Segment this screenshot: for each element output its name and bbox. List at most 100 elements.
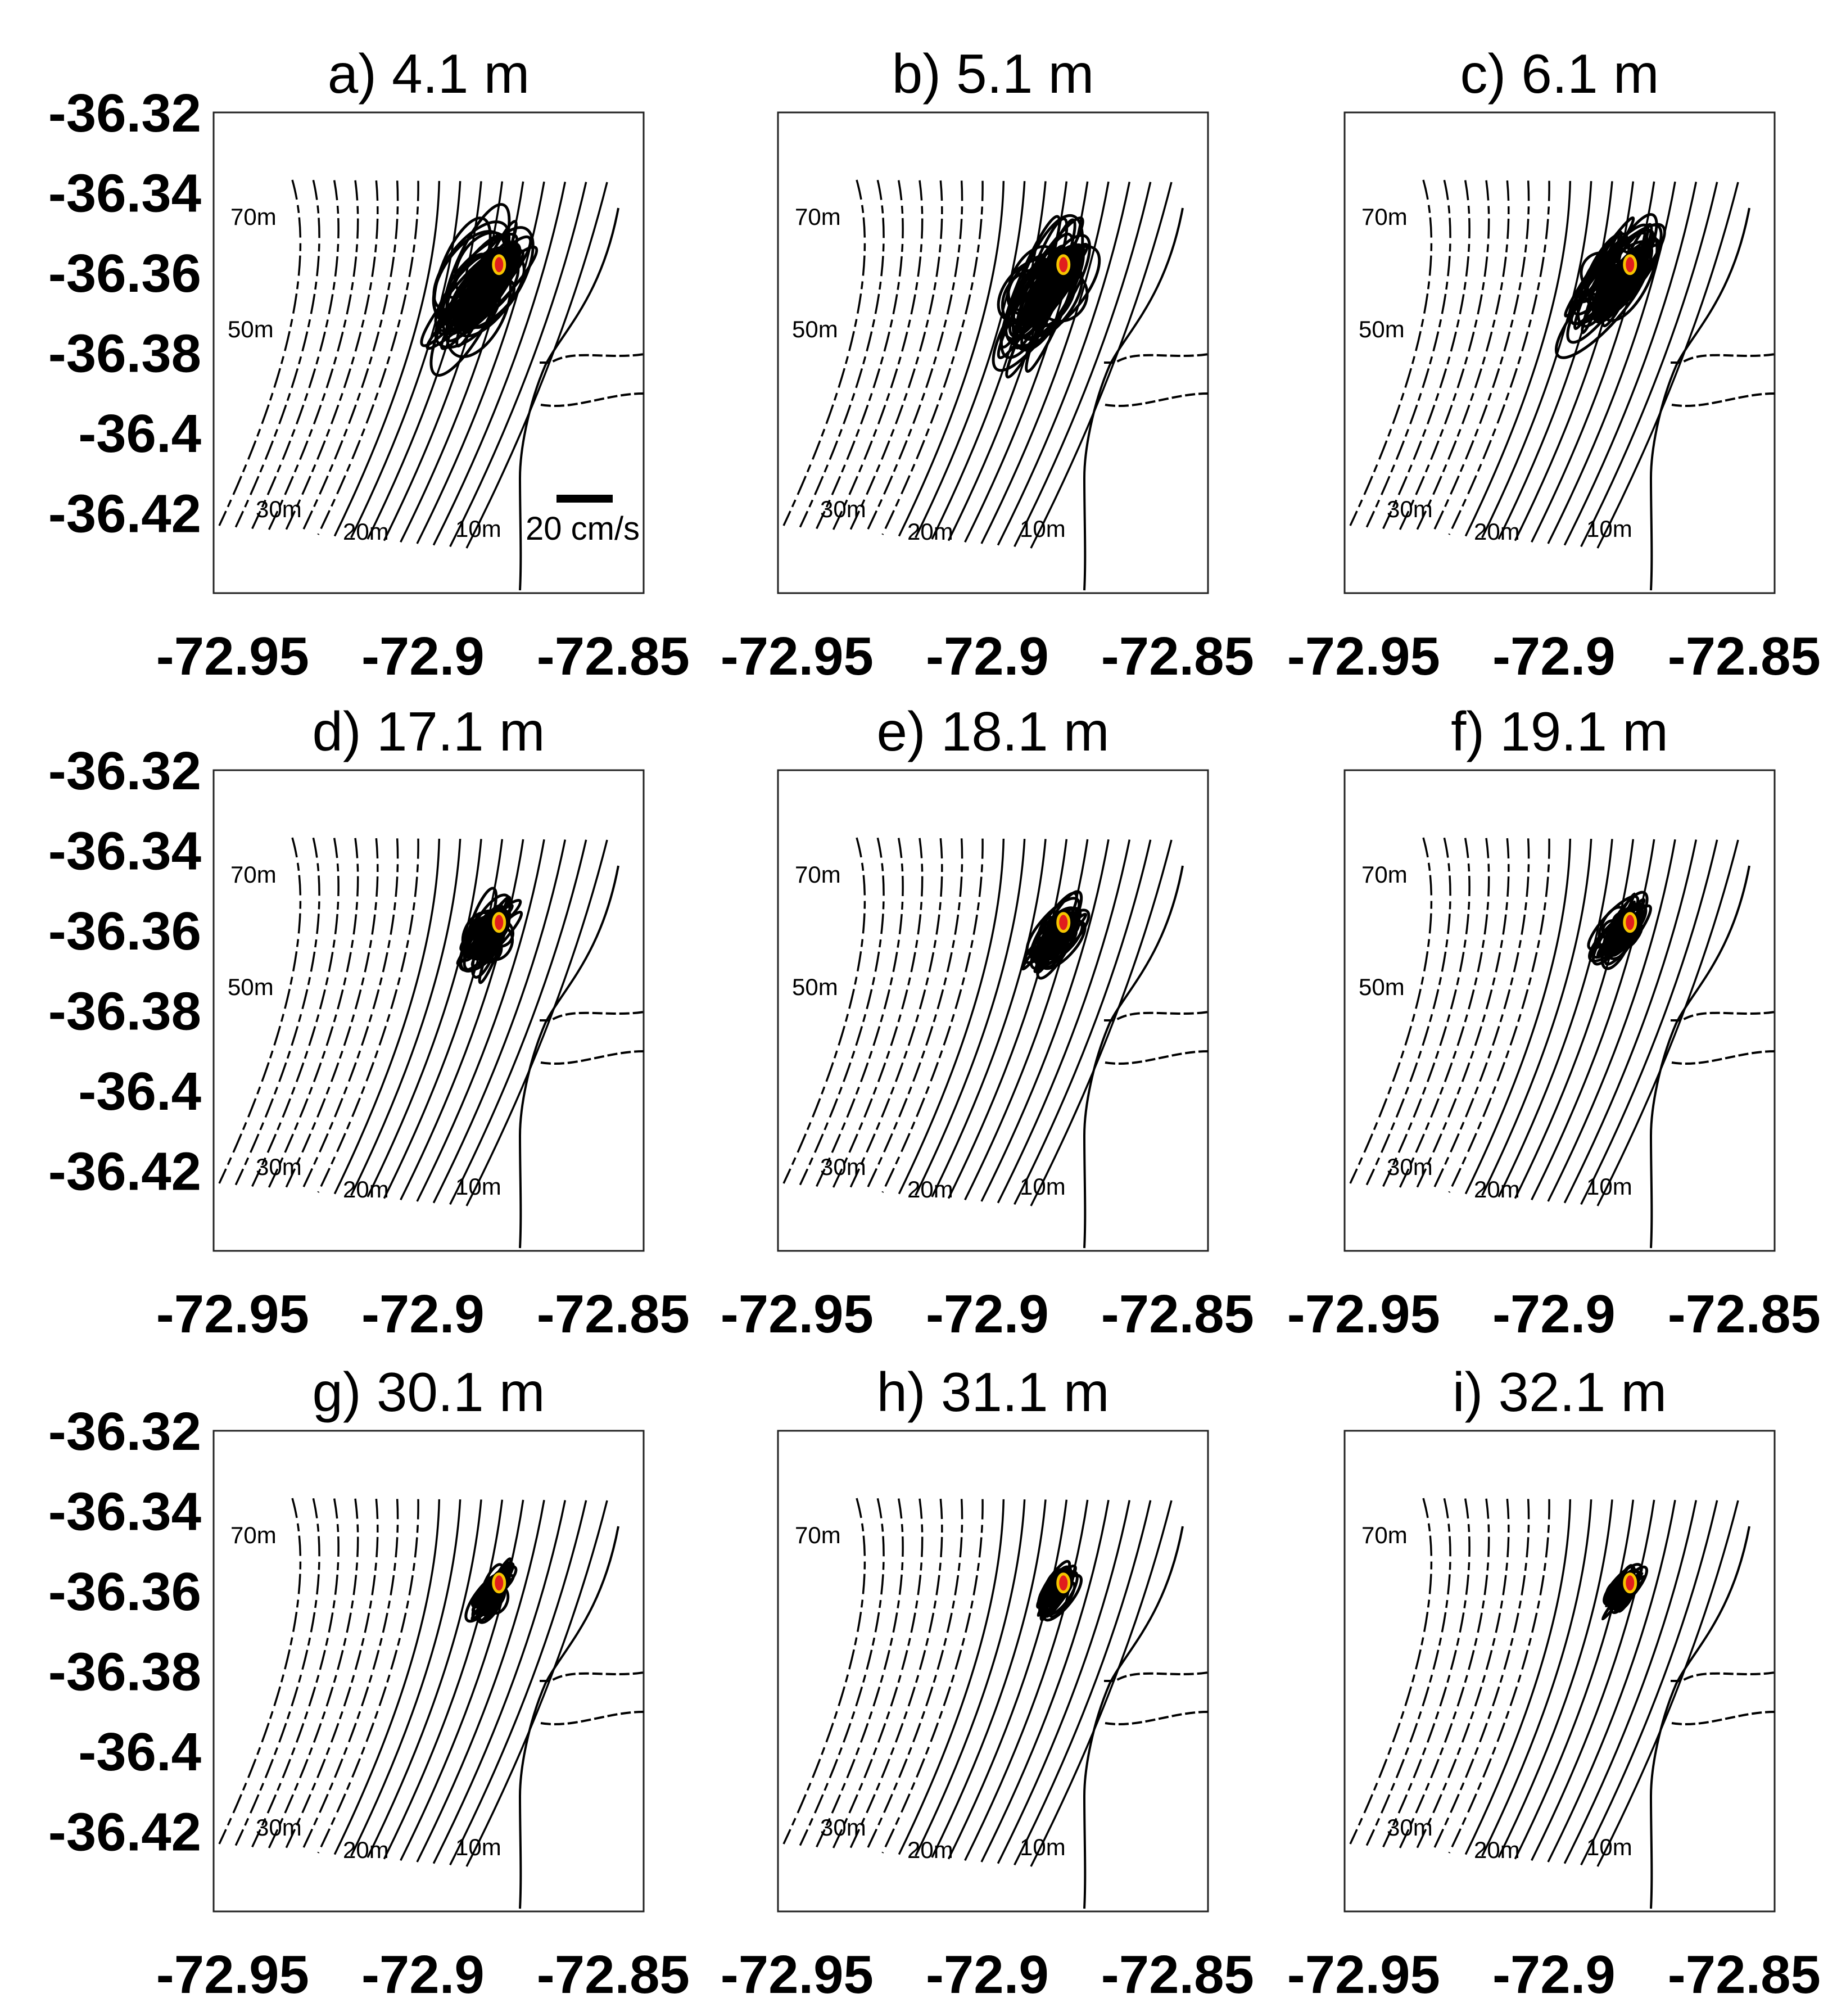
isobath-line bbox=[1432, 1499, 1530, 1852]
isobath-line bbox=[268, 1498, 359, 1849]
isobath-line bbox=[1596, 839, 1739, 1206]
coastline bbox=[1083, 1526, 1184, 1909]
isobath-line bbox=[416, 839, 545, 1202]
isobath-line bbox=[449, 1500, 587, 1866]
isobath-line bbox=[1464, 838, 1572, 1195]
x-tick-label: -72.9 bbox=[361, 1284, 485, 1344]
estuary-outline bbox=[1671, 353, 1775, 408]
isobath-line bbox=[218, 1498, 302, 1845]
isobath-label-20m: 20m bbox=[1474, 1176, 1520, 1203]
isobath-label-10m: 10m bbox=[1020, 1173, 1066, 1200]
isobath-line bbox=[1481, 839, 1592, 1196]
isobath-line bbox=[333, 838, 441, 1195]
isobath-label-30m: 30m bbox=[256, 1814, 302, 1841]
x-tick-label: -72.9 bbox=[361, 1945, 485, 2005]
plot-frame bbox=[212, 1430, 645, 1913]
panel-i: i) 32.1 m -72.95 -72.9 -72.85 70m 30m 20m 10m bbox=[1287, 1361, 1821, 2005]
isobath-line bbox=[367, 1499, 482, 1858]
isobath-line bbox=[251, 180, 340, 530]
estuary-outline bbox=[540, 1011, 644, 1065]
isobath-line bbox=[284, 1498, 379, 1851]
panel-g: g) 30.1 m -36.32 -36.34 -36.36 -36.38 -36.4 -3… bbox=[48, 1361, 690, 2005]
isobath-line bbox=[898, 1499, 1005, 1855]
isobath-line bbox=[234, 1498, 320, 1846]
coastline bbox=[1649, 1526, 1750, 1909]
plot-frame bbox=[777, 769, 1209, 1252]
isobath-line bbox=[915, 181, 1026, 539]
isobath-line bbox=[317, 838, 419, 1193]
isobath-label-30m: 30m bbox=[256, 496, 302, 522]
x-tick-label: -72.95 bbox=[1287, 626, 1440, 686]
isobath-line bbox=[383, 181, 504, 541]
isobath-line bbox=[1580, 839, 1718, 1205]
isobath-label-70m: 70m bbox=[795, 1522, 841, 1548]
isobath-line bbox=[782, 179, 866, 526]
isobath-line bbox=[799, 1498, 885, 1846]
isobath-line bbox=[782, 837, 866, 1184]
station-marker bbox=[1623, 254, 1637, 275]
coastline bbox=[1083, 207, 1184, 591]
isobath-line bbox=[251, 1498, 340, 1848]
x-tick-label: -72.9 bbox=[1492, 1284, 1616, 1344]
isobath-label-30m: 30m bbox=[820, 1154, 866, 1180]
isobath-line bbox=[1014, 182, 1152, 548]
isobath-line bbox=[1448, 180, 1550, 535]
isobath-line bbox=[383, 1499, 504, 1860]
isobath-line bbox=[1365, 179, 1451, 528]
isobath-line bbox=[1382, 1498, 1471, 1848]
isobath-line bbox=[848, 180, 943, 532]
x-tick-label: -72.95 bbox=[1287, 1284, 1440, 1344]
isobath-label-50m: 50m bbox=[1359, 316, 1405, 342]
panel-c: c) 6.1 m -72.95 -72.9 -72.85 70m 50m 30m 20m 10m bbox=[1287, 43, 1821, 686]
isobath-label-70m: 70m bbox=[230, 861, 277, 888]
coastline bbox=[1649, 207, 1750, 591]
x-tick-label: -72.85 bbox=[1668, 626, 1821, 686]
y-tick-label: -36.4 bbox=[78, 404, 201, 464]
isobath-line bbox=[980, 1499, 1110, 1863]
plot-frame bbox=[212, 111, 645, 594]
x-tick-label: -72.85 bbox=[1668, 1284, 1821, 1344]
x-tick-label: -72.95 bbox=[721, 626, 874, 686]
y-tick-label: -36.38 bbox=[48, 324, 201, 384]
isobath-label-20m: 20m bbox=[343, 1176, 389, 1203]
isobath-line bbox=[1531, 1499, 1655, 1861]
isobath-line bbox=[865, 1499, 963, 1852]
isobath-label-10m: 10m bbox=[1586, 1173, 1632, 1200]
isobath-line bbox=[1365, 837, 1451, 1186]
isobath-label-50m: 50m bbox=[792, 316, 838, 342]
isobath-line bbox=[980, 839, 1110, 1202]
y-tick-label: -36.4 bbox=[78, 1061, 201, 1122]
y-tick-label: -36.36 bbox=[48, 901, 201, 961]
coastline bbox=[518, 207, 619, 591]
panel-title: f) 19.1 m bbox=[1451, 700, 1668, 762]
isobath-label-50m: 50m bbox=[228, 316, 274, 342]
isobath-line bbox=[1580, 182, 1718, 548]
isobath-label-70m: 70m bbox=[795, 204, 841, 230]
isobath-label-10m: 10m bbox=[455, 1173, 501, 1200]
panel-f: f) 19.1 m -72.95 -72.9 -72.85 70m 50m 30m 20m 10… bbox=[1287, 700, 1821, 1344]
isobath-line bbox=[881, 180, 984, 535]
station-marker bbox=[1056, 912, 1071, 933]
isobath-line bbox=[284, 838, 379, 1190]
isobath-line bbox=[367, 839, 482, 1197]
panel-title: a) 4.1 m bbox=[328, 43, 530, 105]
isobath-line bbox=[1415, 180, 1510, 532]
coastline bbox=[1083, 865, 1184, 1249]
isobath-label-30m: 30m bbox=[1387, 1154, 1433, 1180]
x-tick-label: -72.95 bbox=[721, 1945, 874, 2005]
x-tick-label: -72.9 bbox=[1492, 626, 1616, 686]
isobath-line bbox=[317, 1499, 419, 1854]
isobath-line bbox=[865, 838, 963, 1192]
isobath-line bbox=[1514, 839, 1635, 1199]
isobath-label-70m: 70m bbox=[795, 861, 841, 888]
isobath-label-10m: 10m bbox=[1020, 516, 1066, 542]
isobath-line bbox=[1531, 839, 1655, 1201]
isobath-line bbox=[997, 1500, 1131, 1864]
isobath-line bbox=[301, 838, 399, 1192]
isobath-line bbox=[234, 179, 320, 528]
isobath-line bbox=[1349, 837, 1433, 1184]
isobath-label-70m: 70m bbox=[230, 1522, 277, 1548]
panel-d: d) 17.1 m -36.32 -36.34 -36.36 -36.38 -36.4 -3… bbox=[48, 700, 690, 1344]
x-tick-label: -72.85 bbox=[1101, 1284, 1254, 1344]
x-tick-label: -72.95 bbox=[156, 626, 309, 686]
